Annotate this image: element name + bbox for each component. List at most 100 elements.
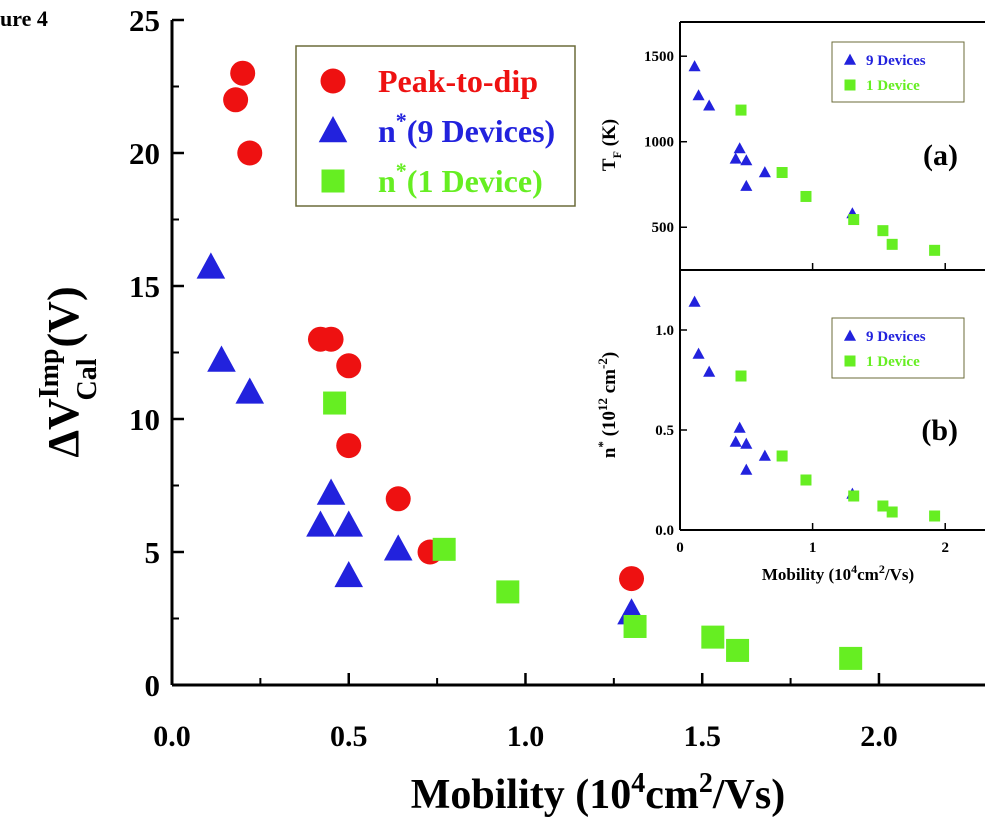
- inset-triangle-point: [692, 89, 705, 101]
- circle-point: [336, 353, 362, 379]
- inset-x-title-part: Mobility (10: [762, 565, 851, 584]
- inset-legend: 9 Devices 1 Device: [831, 317, 965, 379]
- inset-square-point: [735, 104, 747, 116]
- figure-label: ure 4: [0, 6, 48, 31]
- legend-circle-marker: [320, 68, 346, 94]
- panel-label: (a): [923, 139, 958, 172]
- inset-square-point: [800, 474, 812, 486]
- inset-square-point: [776, 167, 788, 179]
- inset-square-point: [929, 510, 941, 522]
- x-tick-label: 0.5: [330, 720, 368, 753]
- series-square: [323, 391, 863, 670]
- inset-a-y-title-sub: F: [610, 151, 624, 158]
- x-tick-label: 1.0: [507, 720, 545, 753]
- inset-series-triangle: [688, 295, 859, 499]
- square-point: [432, 537, 456, 561]
- x-axis-title-part: /Vs): [712, 772, 785, 818]
- circle-point: [318, 326, 344, 352]
- x-tick-label: 0.0: [153, 720, 191, 753]
- inset-triangle-point: [740, 437, 753, 449]
- circle-point: [237, 140, 263, 166]
- inset-y-tick-label: 0.0: [655, 523, 674, 539]
- inset-legend: 9 Devices 1 Device: [831, 41, 965, 103]
- x-tick-label: 2.0: [860, 720, 898, 753]
- inset-x-tick-label: 1: [809, 540, 817, 556]
- inset-triangle-point: [740, 154, 753, 166]
- inset-square-point: [877, 225, 889, 237]
- inset-x-title-sup: 2: [879, 562, 885, 576]
- inset-triangle-point: [758, 449, 771, 461]
- inset-triangle-point: [740, 463, 753, 475]
- x-axis-title-part: cm: [645, 772, 699, 818]
- y-axis-title-sup: Imp: [34, 348, 65, 398]
- inset-x-axis-title: Mobility (104cm2/Vs): [762, 562, 914, 584]
- square-point: [839, 646, 863, 670]
- inset-triangle-point: [688, 295, 701, 307]
- inset-y-tick-label: 1500: [644, 49, 674, 65]
- square-point: [496, 580, 520, 604]
- legend-label-part: n: [378, 113, 396, 149]
- inset-y-tick-label: 1.0: [655, 323, 674, 339]
- inset-b-y-axis-title: n* (1012 cm-2): [595, 352, 620, 458]
- inset-b-y-title-part: (10: [599, 411, 620, 441]
- inset-square-point: [776, 450, 788, 462]
- triangle-point: [235, 377, 265, 404]
- inset-legend-label: 1 Device: [866, 78, 920, 94]
- x-axis-title-sup: 2: [699, 768, 713, 799]
- inset-x-tick-label: 0: [676, 540, 684, 556]
- inset-y-tick-label: 0.5: [655, 423, 674, 439]
- panel-label: (b): [921, 414, 958, 447]
- circle-point: [385, 486, 411, 512]
- y-tick-label: 0: [145, 668, 161, 703]
- inset-square-point: [848, 490, 860, 502]
- legend-label-sup: *: [396, 158, 407, 183]
- inset-square-point: [929, 244, 941, 256]
- inset-triangle-point: [692, 347, 705, 359]
- triangle-point: [207, 345, 236, 372]
- y-tick-label: 25: [129, 3, 160, 38]
- series-triangle: [196, 252, 646, 625]
- legend-label-sup: *: [396, 108, 407, 133]
- inset-b-y-title-part: ): [599, 352, 620, 358]
- square-point: [623, 614, 647, 638]
- inset-triangle-point: [703, 99, 716, 111]
- inset-legend-box: [831, 41, 965, 103]
- inset-legend-triangle-marker: [843, 53, 857, 65]
- square-point: [323, 391, 347, 415]
- circle-point: [223, 87, 249, 113]
- inset-a-y-title-part: (K): [599, 119, 620, 151]
- y-axis-title-part: (V): [39, 286, 88, 358]
- inset-b-y-title-sup: 12: [595, 398, 610, 411]
- inset-y-tick-label: 500: [652, 220, 675, 236]
- inset-a-y-axis-title: TF (K): [599, 119, 624, 171]
- inset-legend-label: 9 Devices: [866, 53, 926, 69]
- triangle-point: [334, 510, 364, 537]
- y-tick-label: 20: [129, 136, 160, 171]
- inset-b-y-title-part: cm: [599, 369, 620, 398]
- inset-square-point: [800, 190, 812, 202]
- inset-legend-label: 9 Devices: [866, 329, 926, 345]
- inset-a-y-title-part: T: [599, 158, 620, 171]
- triangle-point: [306, 510, 335, 537]
- inset-y-tick-label: 1000: [644, 135, 674, 151]
- inset-x-title-part: cm: [857, 565, 879, 584]
- inset-square-point: [877, 500, 889, 512]
- inset-triangle-point: [740, 179, 753, 191]
- inset-triangle-point: [703, 365, 716, 377]
- y-axis-title: ΔVImp Cal (V): [34, 286, 103, 457]
- legend-label-part: Peak-to-dip: [378, 63, 538, 99]
- y-tick-label: 15: [129, 269, 160, 304]
- inset-legend-box: [831, 317, 965, 379]
- triangle-point: [316, 478, 346, 505]
- x-tick-label: 1.5: [683, 720, 721, 753]
- series-circle: [223, 60, 645, 592]
- inset-legend-square-marker: [844, 79, 856, 91]
- x-axis-title: Mobility (104cm2/Vs): [411, 768, 785, 818]
- square-point: [701, 625, 725, 649]
- inset-x-title-part: /Vs): [884, 565, 914, 584]
- legend-label-part: (1 Device): [407, 163, 543, 199]
- legend-square-marker: [321, 169, 345, 193]
